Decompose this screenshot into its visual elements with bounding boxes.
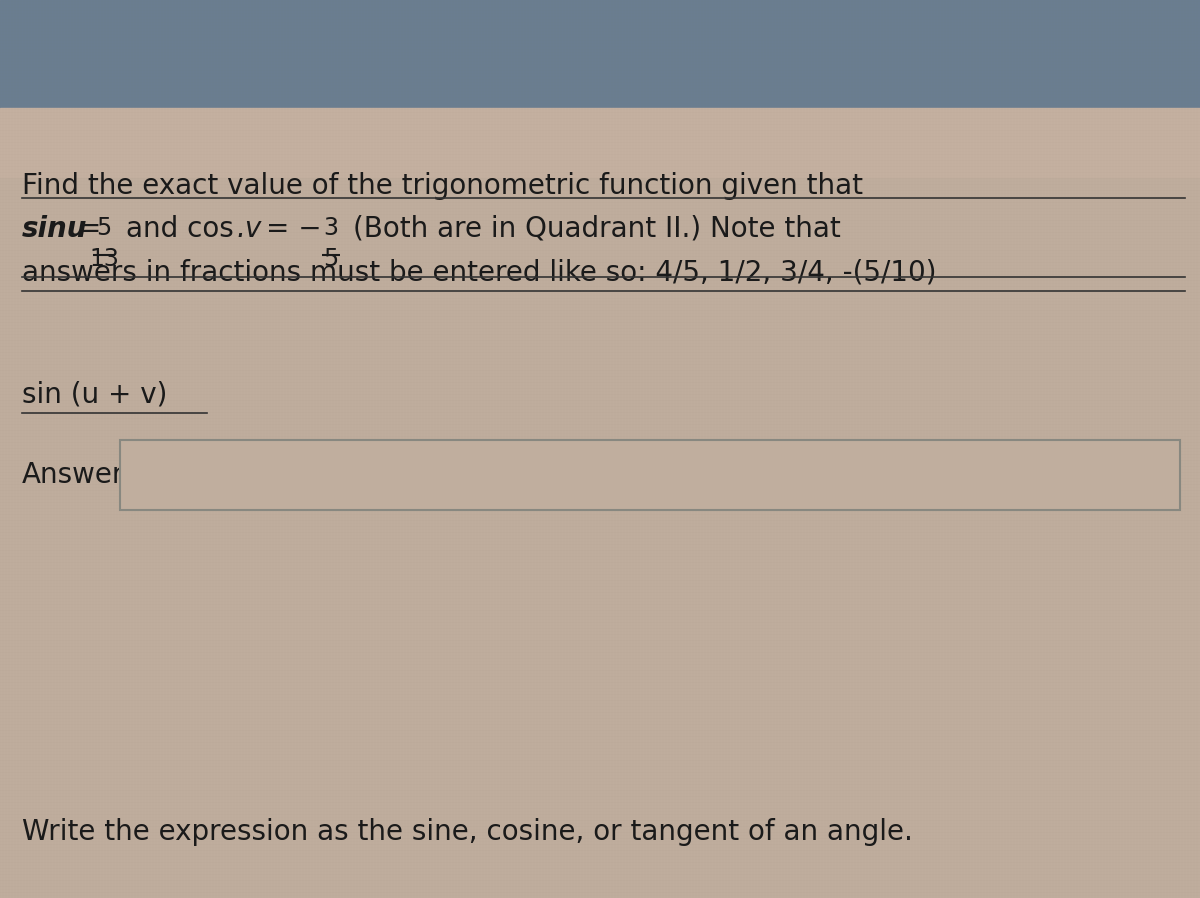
Text: .v: .v: [236, 215, 262, 243]
Text: Write the expression as the sine, cosine, or tangent of an angle.: Write the expression as the sine, cosine…: [22, 818, 913, 846]
Text: (Both are in Quadrant II.) Note that: (Both are in Quadrant II.) Note that: [353, 215, 841, 243]
Text: answers in fractions must be entered like so: 4/5, 1/2, 3/4, -(5/10): answers in fractions must be entered lik…: [22, 258, 936, 286]
Text: Answer:: Answer:: [22, 461, 133, 489]
Text: =: =: [78, 215, 101, 243]
Bar: [0, 108, 1200, 178]
Text: 5: 5: [323, 247, 338, 271]
Text: = −: = −: [266, 215, 322, 243]
Text: sin (u + v): sin (u + v): [22, 380, 167, 408]
Text: Find the exact value of the trigonometric function given that: Find the exact value of the trigonometri…: [22, 172, 863, 200]
Bar: [0, 178, 1200, 898]
Text: 13: 13: [89, 247, 119, 271]
Bar: [0, 0, 1200, 108]
Text: and cos: and cos: [126, 215, 242, 243]
Text: 3: 3: [324, 216, 338, 240]
Text: 5: 5: [96, 216, 112, 240]
FancyBboxPatch shape: [120, 440, 1180, 510]
Text: sinu: sinu: [22, 215, 88, 243]
